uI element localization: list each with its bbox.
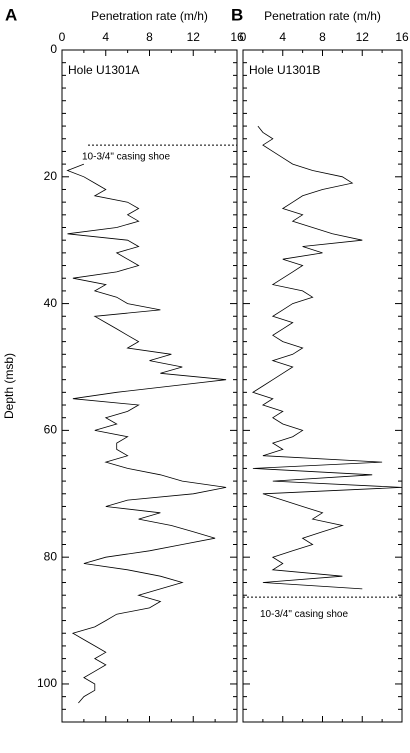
hole-label: Hole U1301A bbox=[68, 63, 139, 77]
y-axis-label: Depth (msb) bbox=[2, 353, 16, 419]
casing-label: 10-3/4" casing shoe bbox=[260, 609, 348, 620]
panel-label: B bbox=[231, 5, 243, 24]
x-axis-label: Penetration rate (m/h) bbox=[91, 9, 208, 23]
x-tick-label: 16 bbox=[395, 30, 409, 44]
x-tick-label: 12 bbox=[356, 30, 370, 44]
rate-line bbox=[251, 125, 403, 590]
x-tick-label: 16 bbox=[230, 30, 244, 44]
y-tick-label: 20 bbox=[44, 169, 58, 183]
hole-label: Hole U1301B bbox=[249, 63, 320, 77]
x-tick-label: 4 bbox=[102, 30, 109, 44]
x-tick-label: 0 bbox=[59, 30, 66, 44]
panel-label: A bbox=[5, 5, 17, 24]
y-tick-label: 0 bbox=[50, 42, 57, 56]
x-tick-label: 12 bbox=[187, 30, 201, 44]
x-tick-label: 0 bbox=[240, 30, 247, 44]
x-axis-label: Penetration rate (m/h) bbox=[264, 9, 381, 23]
y-tick-label: 60 bbox=[44, 423, 58, 437]
y-tick-label: 40 bbox=[44, 296, 58, 310]
plot-frame bbox=[242, 49, 403, 723]
y-tick-label: 100 bbox=[37, 676, 57, 690]
x-tick-label: 8 bbox=[146, 30, 153, 44]
y-tick-label: 80 bbox=[44, 549, 58, 563]
x-tick-label: 8 bbox=[319, 30, 326, 44]
casing-label: 10-3/4" casing shoe bbox=[82, 152, 170, 163]
rate-line bbox=[66, 163, 227, 704]
x-tick-label: 4 bbox=[279, 30, 286, 44]
